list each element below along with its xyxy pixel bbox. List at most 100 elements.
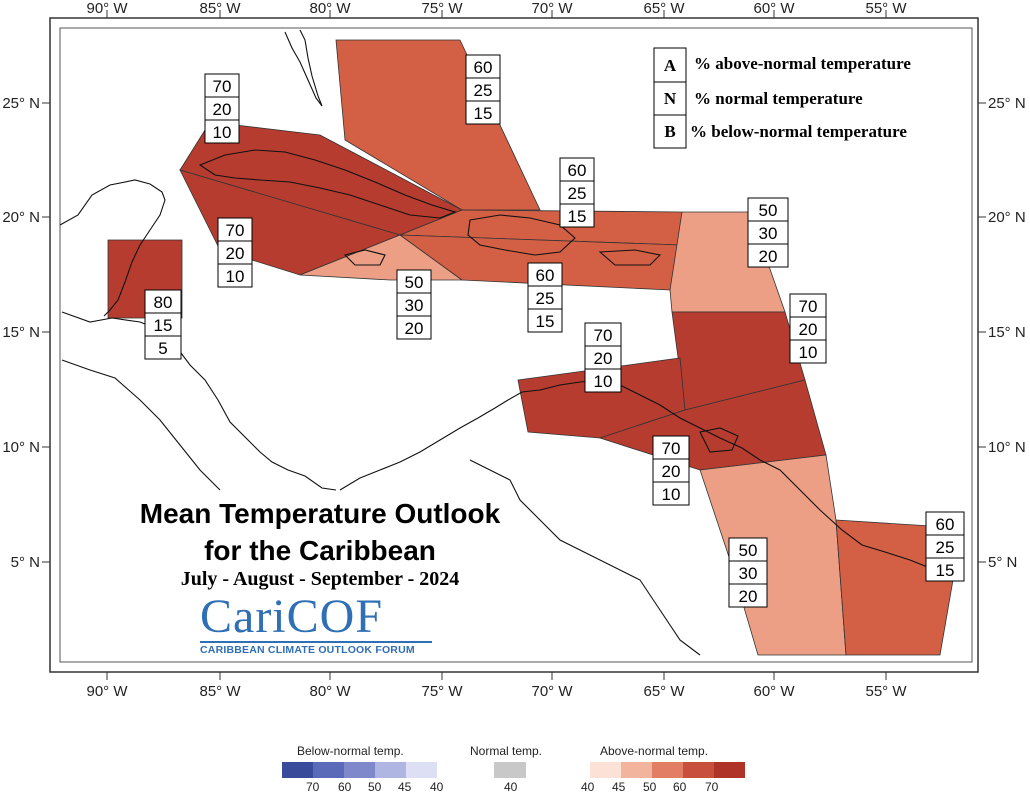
lon-labels-top: 90° W 85° W 80° W 75° W 70° W 65° W 60° … (86, 0, 907, 17)
colorbar-tick: 70 (705, 780, 719, 794)
central-america-coast (61, 311, 337, 491)
prob-below: 10 (213, 123, 232, 142)
colorbar-cell (590, 762, 621, 778)
prob-below: 10 (799, 343, 818, 362)
prob-normal: 25 (936, 538, 955, 557)
lon-label: 60° W (753, 683, 795, 700)
prob-normal: 25 (474, 81, 493, 100)
prob-above: 50 (759, 201, 778, 220)
lat-label: 25° N (988, 95, 1026, 112)
lon-label: 55° W (865, 683, 907, 700)
legend-text-normal: % normal temperature (694, 89, 863, 108)
colorbar-cell (282, 762, 313, 778)
lon-label: 55° W (865, 0, 907, 17)
lon-label: 70° W (531, 683, 573, 700)
lat-label: 10° N (988, 439, 1026, 456)
prob-above: 50 (739, 541, 758, 560)
prob-normal: 20 (594, 349, 613, 368)
lat-label: 25° N (2, 95, 40, 112)
prob-box-jamaica: 50 30 20 (396, 269, 432, 340)
cuba-outline (198, 149, 457, 219)
lon-label: 60° W (753, 0, 795, 17)
colorbar-cell (406, 762, 437, 778)
prob-box-windward: 70 20 10 (789, 293, 827, 364)
lat-labels-right: 25° N 20° N 15° N 10° N 5° N (988, 95, 1026, 571)
colorbar-tick: 60 (338, 780, 352, 794)
legend-text-below: % below-normal temperature (690, 122, 907, 141)
prob-normal: 20 (799, 320, 818, 339)
prob-above: 70 (799, 297, 818, 316)
prob-above: 60 (536, 266, 555, 285)
colorbar-cell (683, 762, 714, 778)
lat-label: 20° N (2, 209, 40, 226)
colorbar-tick: 40 (430, 780, 444, 794)
colorbar-below-label: Below-normal temp. (297, 744, 404, 758)
prob-normal: 25 (568, 184, 587, 203)
lon-label: 80° W (309, 0, 351, 17)
prob-below: 20 (739, 587, 758, 606)
colorbar-tick: 70 (306, 780, 320, 794)
lat-labels-left: 25° N 20° N 15° N 10° N 5° N (2, 95, 40, 571)
probability-boxes: 60 25 15 70 20 10 70 20 10 50 30 20 60 2… (144, 54, 965, 608)
colorbar-cell (652, 762, 683, 778)
prob-box-cuba-east: 70 20 10 (217, 217, 253, 288)
prob-box-abc-islands: 70 20 10 (584, 322, 622, 393)
prob-box-trinidad: 70 20 10 (652, 435, 690, 506)
colorbar-cell (375, 762, 406, 778)
hispaniola-outline (467, 214, 576, 256)
prob-below: 20 (405, 319, 424, 338)
lon-label: 80° W (309, 683, 351, 700)
colorbar-above-label: Above-normal temp. (600, 744, 709, 758)
anb-legend: A N B % above-normal temperature % norma… (653, 47, 911, 149)
lat-label: 15° N (988, 324, 1026, 341)
colorbar-cell (344, 762, 375, 778)
legend-letter-a: A (664, 56, 677, 75)
coastlines (59, 29, 956, 656)
prob-below: 15 (936, 561, 955, 580)
florida-coast (284, 29, 323, 107)
logo-wordmark: CariCOF (200, 590, 384, 643)
map-title-line2: for the Caribbean (204, 535, 436, 566)
prob-above: 60 (568, 161, 587, 180)
prob-normal: 30 (739, 564, 758, 583)
prob-below: 10 (594, 372, 613, 391)
lon-label: 65° W (643, 683, 685, 700)
colorbar-normal-cell (494, 762, 526, 778)
lat-label: 15° N (2, 324, 40, 341)
prob-box-leeward: 50 30 20 (747, 197, 789, 268)
prob-normal: 20 (213, 100, 232, 119)
lon-label: 90° W (86, 683, 128, 700)
colorbar-cell (621, 762, 652, 778)
prob-above: 80 (154, 293, 173, 312)
logo-subtitle: CARIBBEAN CLIMATE OUTLOOK FORUM (200, 641, 432, 656)
lat-label: 20° N (988, 209, 1026, 226)
puerto-rico-outline (598, 249, 662, 266)
legend-letter-n: N (664, 89, 677, 108)
colorbar-cell (714, 762, 745, 778)
prob-above: 60 (474, 58, 493, 77)
prob-below: 15 (536, 312, 555, 331)
prob-normal: 20 (226, 244, 245, 263)
jamaica-outline (343, 249, 386, 266)
colorbar-tick: 40 (504, 780, 518, 794)
prob-above: 60 (936, 515, 955, 534)
prob-box-cuba-west: 70 20 10 (204, 73, 240, 144)
lon-ticks-top (106, 10, 887, 18)
lat-label: 5° N (988, 554, 1017, 571)
lon-ticks-bottom (106, 672, 887, 680)
colorbar-tick: 40 (581, 780, 595, 794)
lat-label: 10° N (2, 439, 40, 456)
colorbar-tick: 60 (673, 780, 687, 794)
central-america-pacific (61, 359, 221, 491)
prob-box-guyana: 50 30 20 (728, 537, 768, 608)
prob-below: 10 (662, 485, 681, 504)
prob-box-hispaniola-south: 60 25 15 (527, 262, 563, 333)
map-title: Mean Temperature Outlook (139, 498, 501, 529)
legend-letter-b: B (664, 122, 675, 141)
prob-above: 70 (213, 77, 232, 96)
prob-normal: 25 (536, 289, 555, 308)
colorbar-tick: 45 (612, 780, 626, 794)
forecast-period: July - August - September - 2024 (180, 568, 460, 590)
colorbar-tick: 50 (368, 780, 382, 794)
